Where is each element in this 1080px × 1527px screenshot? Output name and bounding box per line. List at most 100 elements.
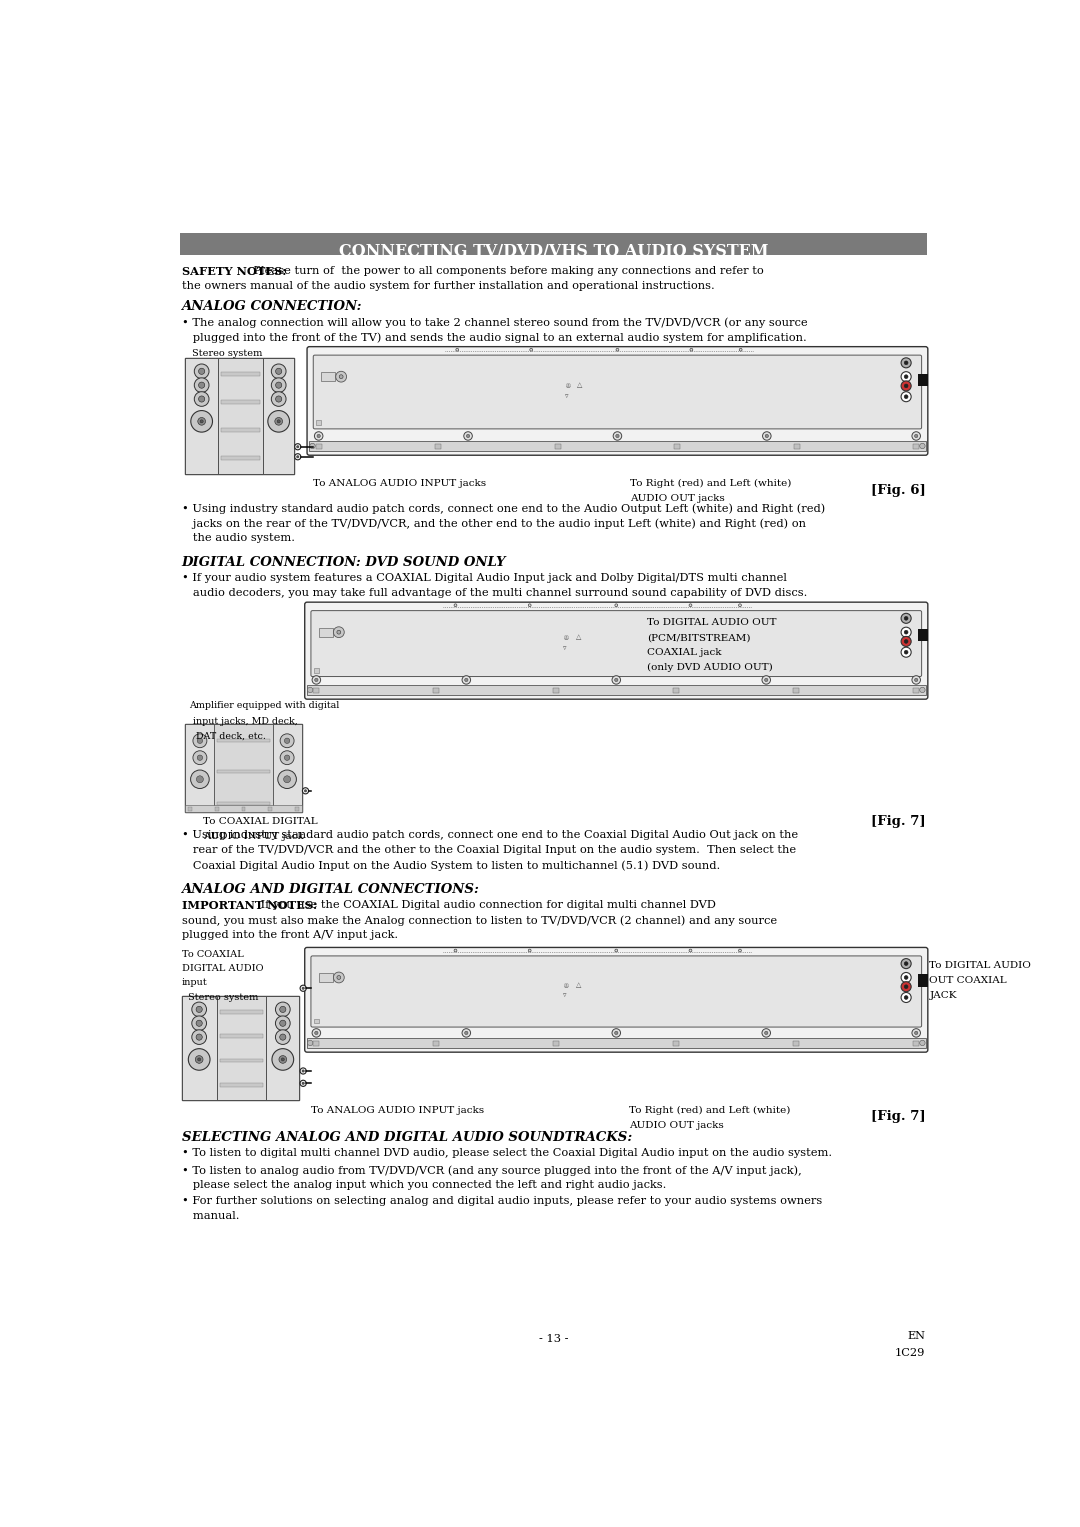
Text: plugged into the front of the TV) and sends the audio signal to an external audi: plugged into the front of the TV) and se… — [181, 333, 807, 344]
Circle shape — [302, 1083, 305, 1084]
Circle shape — [200, 420, 203, 423]
Circle shape — [528, 603, 531, 606]
Bar — [295, 806, 299, 811]
Circle shape — [197, 1006, 202, 1012]
Text: • If your audio system features a COAXIAL Digital Audio Input jack and Dolby Dig: • If your audio system features a COAXIA… — [181, 573, 786, 583]
Circle shape — [904, 617, 908, 620]
Text: COAXIAL jack: COAXIAL jack — [647, 649, 721, 657]
Circle shape — [198, 1058, 201, 1061]
Text: DIGITAL CONNECTION: DVD SOUND ONLY: DIGITAL CONNECTION: DVD SOUND ONLY — [181, 556, 507, 568]
Circle shape — [762, 675, 770, 684]
Bar — [316, 420, 321, 425]
Text: jacks on the rear of the TV/DVD/VCR, and the other end to the audio input Left (: jacks on the rear of the TV/DVD/VCR, and… — [181, 518, 806, 528]
Circle shape — [275, 368, 282, 374]
Circle shape — [199, 382, 205, 388]
Circle shape — [302, 788, 309, 794]
Circle shape — [284, 776, 291, 783]
Circle shape — [199, 368, 205, 374]
Circle shape — [456, 348, 459, 351]
Bar — [313, 1041, 320, 1046]
Circle shape — [454, 603, 457, 606]
Text: SAFETY NOTES:: SAFETY NOTES: — [181, 266, 286, 276]
Bar — [267, 996, 299, 1101]
Text: rear of the TV/DVD/VCR and the other to the Coaxial Digital Input on the audio s: rear of the TV/DVD/VCR and the other to … — [181, 846, 796, 855]
Text: Please turn of  the power to all components before making any connections and re: Please turn of the power to all componen… — [249, 266, 764, 276]
Text: Coaxial Digital Audio Input on the Audio System to listen to multichannel (5.1) : Coaxial Digital Audio Input on the Audio… — [181, 860, 719, 870]
Bar — [433, 689, 440, 693]
Text: (PCM/BITSTREAM): (PCM/BITSTREAM) — [647, 634, 751, 643]
Circle shape — [302, 1070, 305, 1072]
Circle shape — [765, 1031, 768, 1035]
Text: $\circledS$: $\circledS$ — [564, 632, 570, 641]
Text: $\circledS$: $\circledS$ — [564, 980, 570, 989]
Circle shape — [198, 738, 203, 744]
Bar — [793, 1041, 799, 1046]
Circle shape — [615, 678, 618, 681]
Bar — [268, 806, 272, 811]
Bar — [553, 1041, 559, 1046]
Circle shape — [528, 950, 531, 951]
Circle shape — [339, 374, 343, 379]
Circle shape — [901, 380, 912, 391]
Text: $\triangle$: $\triangle$ — [575, 980, 583, 989]
Bar — [220, 1083, 264, 1087]
Circle shape — [901, 959, 912, 968]
Text: • The analog connection will allow you to take 2 channel stereo sound from the T: • The analog connection will allow you t… — [181, 318, 807, 328]
Circle shape — [901, 357, 912, 368]
Circle shape — [275, 1002, 291, 1017]
Bar — [319, 973, 333, 982]
Text: $\circledS$: $\circledS$ — [565, 380, 571, 389]
Circle shape — [193, 751, 207, 765]
Circle shape — [464, 1031, 468, 1035]
Circle shape — [689, 950, 692, 951]
Circle shape — [280, 1034, 286, 1040]
Text: $\triangledown$: $\triangledown$ — [563, 993, 568, 999]
Bar — [319, 628, 333, 637]
Circle shape — [739, 950, 741, 951]
FancyBboxPatch shape — [307, 347, 928, 455]
Bar — [918, 974, 928, 986]
Text: Amplifier equipped with digital: Amplifier equipped with digital — [189, 701, 339, 710]
Bar — [435, 444, 442, 449]
Text: • Using industry standard audio patch cords, connect one end to the Coaxial Digi: • Using industry standard audio patch co… — [181, 831, 798, 840]
Circle shape — [904, 640, 908, 643]
Text: the owners manual of the audio system for further installation and operational i: the owners manual of the audio system fo… — [181, 281, 714, 290]
Bar — [221, 400, 260, 403]
Text: • To listen to analog audio from TV/DVD/VCR (and any source plugged into the fro: • To listen to analog audio from TV/DVD/… — [181, 1165, 801, 1176]
Bar — [181, 996, 299, 1101]
Circle shape — [280, 734, 294, 748]
Circle shape — [912, 1029, 920, 1037]
Bar — [918, 374, 928, 386]
Text: [Fig. 7]: [Fig. 7] — [870, 815, 926, 829]
Circle shape — [191, 411, 213, 432]
Text: 1C29: 1C29 — [895, 1348, 926, 1358]
Circle shape — [314, 432, 323, 440]
Circle shape — [302, 986, 305, 989]
Circle shape — [197, 776, 203, 783]
Circle shape — [762, 432, 771, 440]
Text: To Right (red) and Left (white): To Right (red) and Left (white) — [630, 479, 792, 489]
Circle shape — [188, 1049, 210, 1070]
Bar — [217, 802, 270, 805]
Text: • To listen to digital multi channel DVD audio, please select the Coaxial Digita: • To listen to digital multi channel DVD… — [181, 1148, 832, 1159]
Bar — [309, 441, 926, 450]
FancyBboxPatch shape — [305, 602, 928, 699]
Text: - 13 -: - 13 - — [539, 1335, 568, 1344]
Text: ANALOG AND DIGITAL CONNECTIONS:: ANALOG AND DIGITAL CONNECTIONS: — [181, 883, 480, 896]
Circle shape — [901, 973, 912, 982]
Bar — [242, 806, 245, 811]
Text: $\triangle$: $\triangle$ — [575, 632, 583, 643]
Text: EN: EN — [907, 1332, 926, 1341]
Bar — [217, 996, 267, 1101]
Circle shape — [199, 395, 205, 402]
Circle shape — [464, 678, 468, 681]
Circle shape — [901, 637, 912, 646]
Circle shape — [271, 377, 286, 392]
Circle shape — [467, 434, 470, 438]
Circle shape — [612, 1029, 621, 1037]
Circle shape — [195, 1055, 203, 1063]
Bar — [553, 689, 559, 693]
Bar — [674, 444, 680, 449]
Bar — [272, 724, 301, 812]
Circle shape — [689, 603, 692, 606]
